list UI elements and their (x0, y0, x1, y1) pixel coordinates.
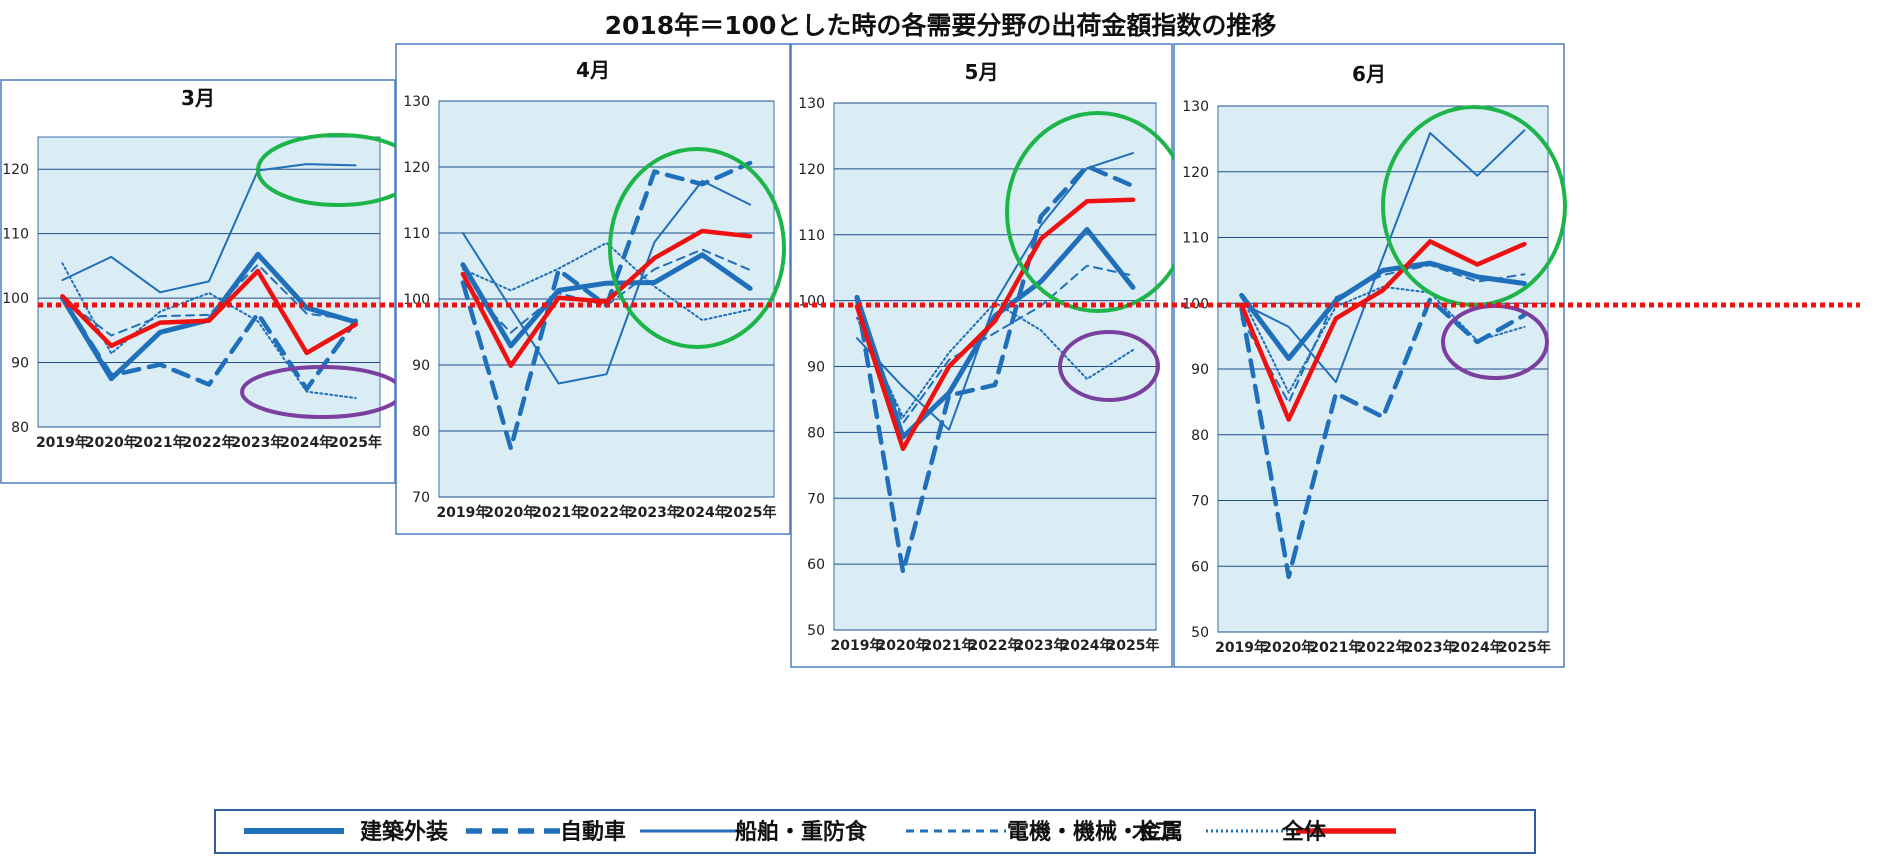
series-line-船舶・重防食 (1240, 129, 1526, 384)
x-tick-label: 2019年 (36, 434, 89, 451)
x-tick-label: 2023年 (1015, 637, 1068, 654)
series-line-船舶・重防食 (61, 163, 357, 294)
legend-label: 船舶・重防食 (735, 819, 868, 845)
panel-title: 4月 (576, 58, 610, 82)
x-tick-label: 2024年 (1451, 639, 1504, 656)
series-line-自動車 (1239, 297, 1527, 580)
series-line-建築外装 (460, 252, 753, 349)
legend-label: 自動車 (560, 819, 626, 845)
x-tick-label: 2020年 (484, 504, 537, 521)
y-tick-label: 130 (403, 94, 430, 110)
chart-panel: 80901001101202019年2020年2021年2022年2023年20… (0, 79, 420, 484)
x-tick-label: 2023年 (628, 504, 681, 521)
highlight-ellipse-purple (1441, 304, 1549, 380)
y-tick-label: 50 (807, 623, 825, 639)
y-tick-label: 70 (807, 491, 825, 507)
x-tick-label: 2025年 (1107, 637, 1160, 654)
series-line-自動車 (854, 163, 1136, 575)
y-tick-label: 130 (798, 96, 825, 112)
x-tick-label: 2020年 (877, 637, 930, 654)
series-line-木工 (1240, 285, 1526, 394)
x-tick-label: 2019年 (831, 637, 884, 654)
y-tick-label: 110 (2, 227, 29, 243)
y-tick-label: 90 (11, 356, 29, 372)
x-tick-label: 2022年 (580, 504, 633, 521)
legend-label: 電機・機械・金属 (1007, 819, 1183, 845)
y-tick-label: 120 (1182, 165, 1209, 181)
y-tick-label: 100 (798, 294, 825, 310)
series-line-全体 (60, 268, 358, 356)
x-tick-label: 2024年 (280, 434, 333, 451)
y-tick-label: 100 (2, 291, 29, 307)
series-line-木工 (61, 262, 357, 399)
page-title: 2018年＝100とした時の各需要分野の出荷金額指数の推移 (604, 11, 1277, 40)
y-tick-label: 60 (1191, 559, 1209, 575)
chart-panel: 50607080901001101201302019年2020年2021年202… (1173, 43, 1567, 668)
series-line-電機・機械・金属 (61, 263, 357, 337)
legend-label: 全体 (1281, 819, 1327, 845)
y-tick-label: 80 (1191, 428, 1209, 444)
x-tick-label: 2022年 (969, 637, 1022, 654)
x-tick-label: 2022年 (183, 434, 236, 451)
y-tick-label: 120 (403, 160, 430, 176)
x-tick-label: 2025年 (1498, 639, 1551, 656)
x-tick-label: 2025年 (724, 504, 777, 521)
y-tick-label: 70 (1191, 494, 1209, 510)
y-tick-label: 130 (1182, 99, 1209, 115)
y-tick-label: 60 (807, 557, 825, 573)
highlight-ellipse-green (608, 147, 786, 349)
series-line-木工 (461, 241, 752, 322)
series-line-建築外装 (854, 227, 1136, 440)
highlight-ellipse-purple (1058, 330, 1160, 402)
y-tick-label: 70 (412, 490, 430, 506)
y-tick-label: 90 (807, 360, 825, 376)
x-tick-label: 2021年 (923, 637, 976, 654)
x-tick-label: 2021年 (532, 504, 585, 521)
chart-panel: 50607080901001101201302019年2020年2021年202… (790, 43, 1191, 668)
y-tick-label: 120 (2, 162, 29, 178)
y-tick-label: 80 (807, 425, 825, 441)
chart-panel: 7080901001101201302019年2020年2021年2022年20… (395, 43, 791, 535)
x-tick-label: 2024年 (1061, 637, 1114, 654)
x-tick-label: 2025年 (329, 434, 382, 451)
x-tick-label: 2022年 (1357, 639, 1410, 656)
x-tick-label: 2020年 (1262, 639, 1315, 656)
x-tick-label: 2024年 (676, 504, 729, 521)
series-line-船舶・重防食 (461, 179, 752, 385)
series-line-自動車 (60, 295, 358, 392)
y-tick-label: 100 (1182, 296, 1209, 312)
y-tick-label: 110 (403, 226, 430, 242)
y-tick-label: 120 (798, 162, 825, 178)
series-line-全体 (460, 228, 753, 368)
panel-title: 6月 (1352, 62, 1386, 86)
y-tick-label: 110 (798, 228, 825, 244)
x-tick-label: 2023年 (1404, 639, 1457, 656)
series-line-全体 (854, 197, 1136, 452)
legend: 建築外装 自動車 船舶・重防食 電機・機械・金属 木工 全体 (214, 809, 1536, 854)
panel-title: 5月 (965, 60, 999, 84)
series-line-全体 (1239, 239, 1527, 422)
y-tick-label: 110 (1182, 231, 1209, 247)
series-line-電機・機械・金属 (856, 264, 1134, 425)
legend-label: 木工 (1131, 820, 1176, 845)
y-tick-label: 80 (412, 424, 430, 440)
x-tick-label: 2019年 (1215, 639, 1268, 656)
y-tick-label: 80 (11, 420, 29, 436)
x-tick-label: 2023年 (231, 434, 284, 451)
x-tick-label: 2021年 (134, 434, 187, 451)
y-tick-label: 90 (1191, 362, 1209, 378)
x-tick-label: 2020年 (85, 434, 138, 451)
legend-label: 建築外装 (360, 819, 448, 845)
panel-title: 3月 (181, 86, 215, 110)
y-tick-label: 50 (1191, 625, 1209, 641)
x-tick-label: 2021年 (1309, 639, 1362, 656)
y-tick-label: 90 (412, 358, 430, 374)
x-tick-label: 2019年 (436, 504, 489, 521)
series-line-建築外装 (1239, 260, 1527, 361)
